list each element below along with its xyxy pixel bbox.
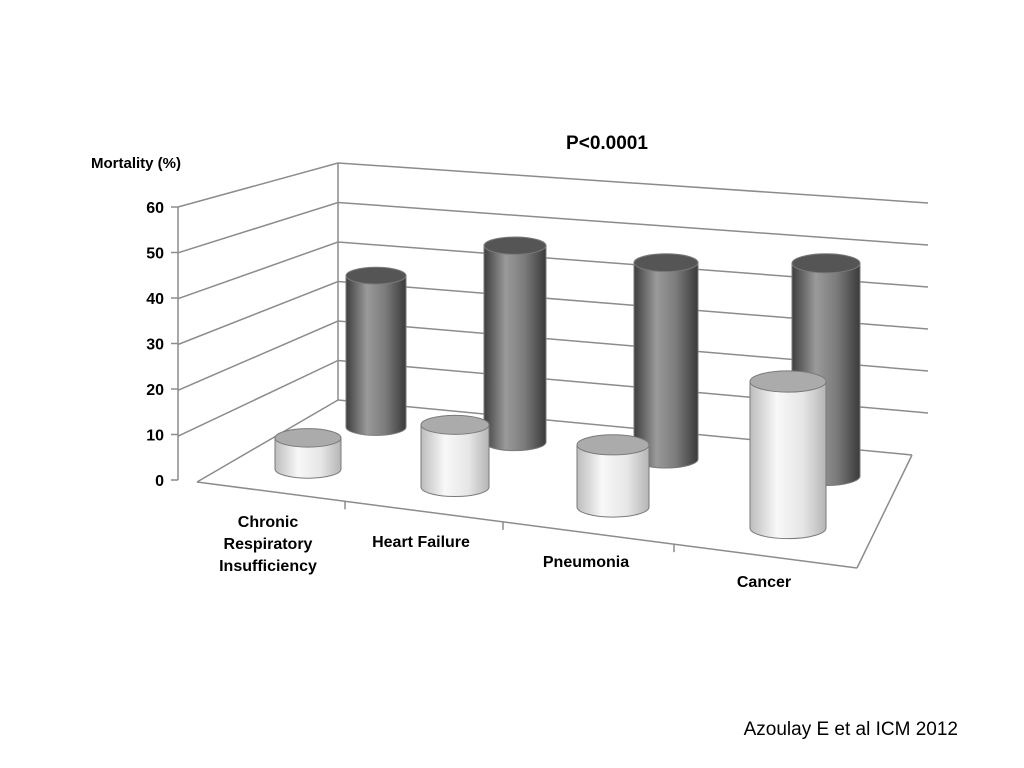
bar-series2-1-body — [345, 275, 407, 436]
bar-series1-3 — [576, 434, 650, 518]
y-tick-label: 60 — [146, 200, 164, 217]
bar-series1-2 — [420, 414, 490, 498]
y-tick-label: 20 — [146, 382, 164, 399]
y-tick-label: 50 — [146, 246, 164, 263]
y-axis-label: Mortality (%) — [91, 155, 181, 172]
bar-series1-3-body — [576, 444, 650, 518]
x-axis-ticks — [344, 501, 675, 553]
y-tick-label: 30 — [146, 337, 164, 354]
bar-series2-2-top — [483, 236, 547, 255]
floor-left-edge — [196, 399, 339, 483]
floor-front-edge — [196, 481, 858, 569]
gridline — [177, 241, 929, 300]
bar-series1-2-top — [420, 414, 490, 435]
bar-series2-3-body — [633, 262, 699, 469]
bar-series2-1-top — [345, 266, 407, 285]
bar-series2-2-body — [483, 245, 547, 452]
y-tick-label: 40 — [146, 291, 164, 308]
citation-text: Azoulay E et al ICM 2012 — [744, 719, 958, 740]
bar-series1-2-body — [420, 424, 490, 498]
bar-series1-1-body — [274, 437, 342, 479]
bar-series1-4 — [749, 370, 827, 540]
bar-series1-1 — [274, 428, 342, 479]
gridline — [177, 359, 929, 437]
chart-title: P<0.0001 — [566, 133, 648, 154]
gridline — [177, 201, 929, 254]
bar-series2-4-top — [791, 253, 861, 274]
category-labels: Chronic Respiratory Insufficiency Heart Fai… — [219, 514, 791, 591]
bar-series1-1-top — [274, 428, 342, 448]
bar-series2-3 — [633, 253, 699, 469]
gridline — [177, 320, 929, 391]
category-label: Heart Failure — [372, 534, 470, 551]
bar-series1-4-top — [749, 370, 827, 393]
bar-series2-2 — [483, 236, 547, 452]
y-axis-ticks: 0 10 20 30 40 50 60 — [146, 200, 178, 490]
category-label: Cancer — [737, 574, 791, 591]
gridline — [177, 280, 929, 346]
bar-series1-4-body — [749, 380, 827, 540]
gridlines — [177, 162, 929, 437]
y-tick-label: 10 — [146, 428, 164, 445]
floor-right-edge — [856, 454, 913, 569]
bar-series1-3-top — [576, 434, 650, 456]
category-label: Pneumonia — [543, 554, 629, 571]
bars — [274, 236, 861, 540]
y-tick-label: 0 — [155, 473, 164, 490]
gridline — [177, 162, 929, 208]
bar-series2-3-top — [633, 253, 699, 273]
bar-series2-1 — [345, 266, 407, 436]
category-label: Chronic Respiratory Insufficiency — [219, 514, 317, 575]
